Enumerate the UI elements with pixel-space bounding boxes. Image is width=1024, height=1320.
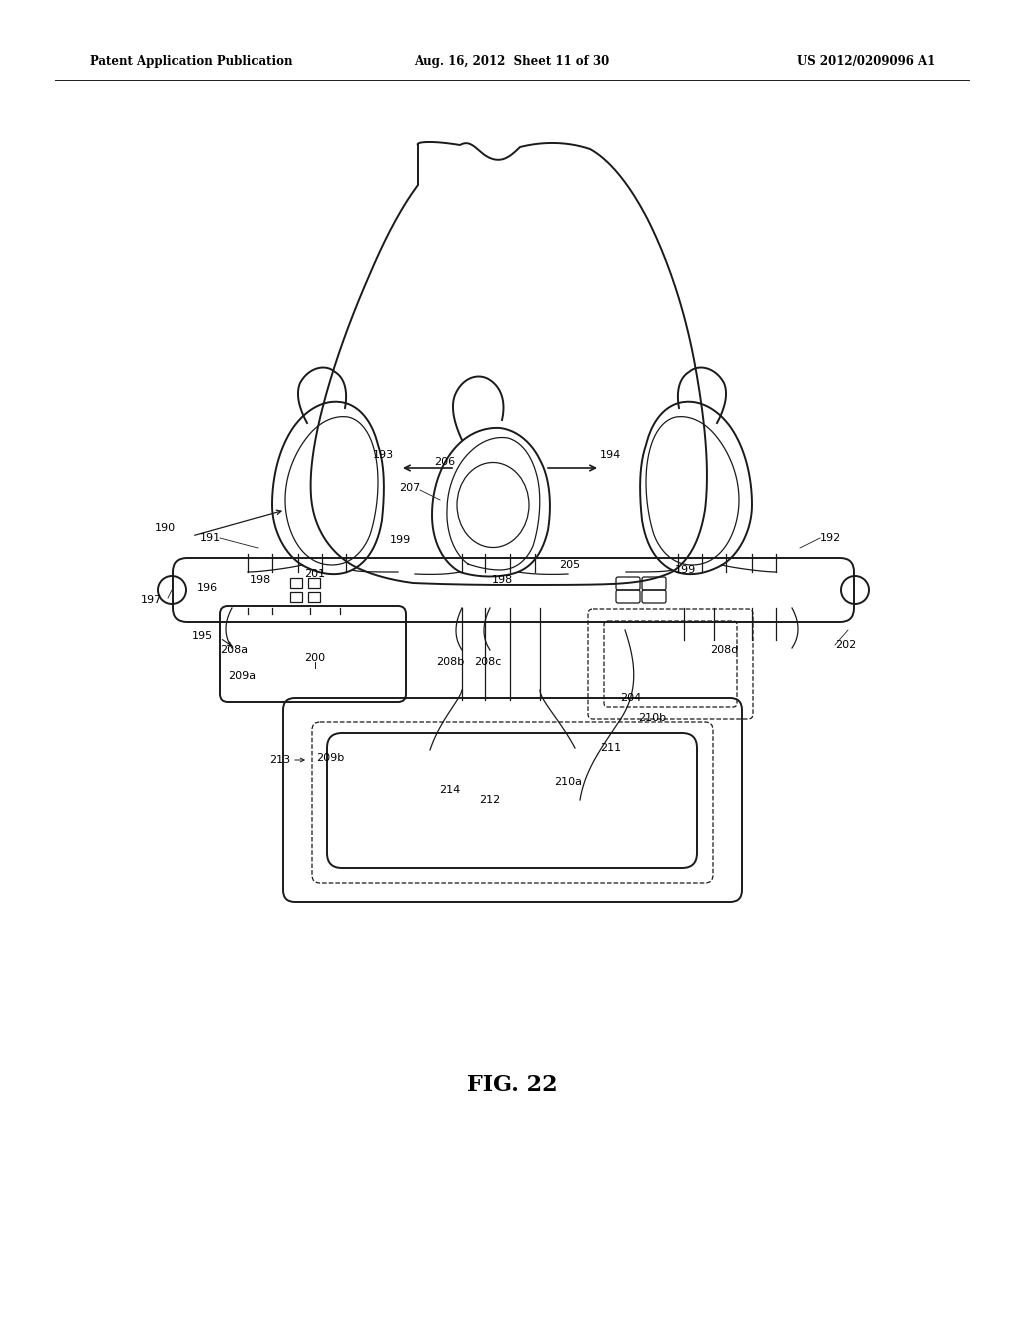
Text: 208c: 208c <box>474 657 502 667</box>
Bar <box>308 578 319 587</box>
Text: 204: 204 <box>620 693 641 704</box>
Text: 206: 206 <box>434 457 456 467</box>
Text: 207: 207 <box>399 483 421 492</box>
Bar <box>290 591 302 602</box>
Text: 197: 197 <box>140 595 162 605</box>
Text: 213: 213 <box>269 755 290 766</box>
Text: 199: 199 <box>675 565 695 576</box>
Text: 201: 201 <box>304 569 326 579</box>
Text: US 2012/0209096 A1: US 2012/0209096 A1 <box>797 55 935 69</box>
Text: 208a: 208a <box>220 645 248 655</box>
Text: 198: 198 <box>492 576 513 585</box>
Bar <box>290 578 302 587</box>
Text: 198: 198 <box>250 576 270 585</box>
Text: 191: 191 <box>200 533 221 543</box>
Text: Aug. 16, 2012  Sheet 11 of 30: Aug. 16, 2012 Sheet 11 of 30 <box>415 55 609 69</box>
Text: 199: 199 <box>389 535 411 545</box>
Text: 212: 212 <box>479 795 501 805</box>
Text: 210a: 210a <box>554 777 582 787</box>
Bar <box>308 591 319 602</box>
Text: 209b: 209b <box>315 752 344 763</box>
Text: 200: 200 <box>304 653 326 663</box>
Text: 192: 192 <box>820 533 842 543</box>
Text: 196: 196 <box>197 583 218 593</box>
Text: FIG. 22: FIG. 22 <box>467 1074 557 1096</box>
Text: 202: 202 <box>835 640 856 649</box>
Text: 211: 211 <box>600 743 622 752</box>
Text: Patent Application Publication: Patent Application Publication <box>90 55 293 69</box>
Text: 208b: 208b <box>436 657 464 667</box>
Text: 209a: 209a <box>228 671 256 681</box>
Text: 193: 193 <box>373 450 393 459</box>
Text: 210b: 210b <box>638 713 667 723</box>
Text: 195: 195 <box>193 631 213 642</box>
Text: 205: 205 <box>559 560 581 570</box>
Text: 194: 194 <box>599 450 621 459</box>
Text: 190: 190 <box>155 523 176 533</box>
Text: 208d: 208d <box>710 645 738 655</box>
Text: 214: 214 <box>439 785 461 795</box>
